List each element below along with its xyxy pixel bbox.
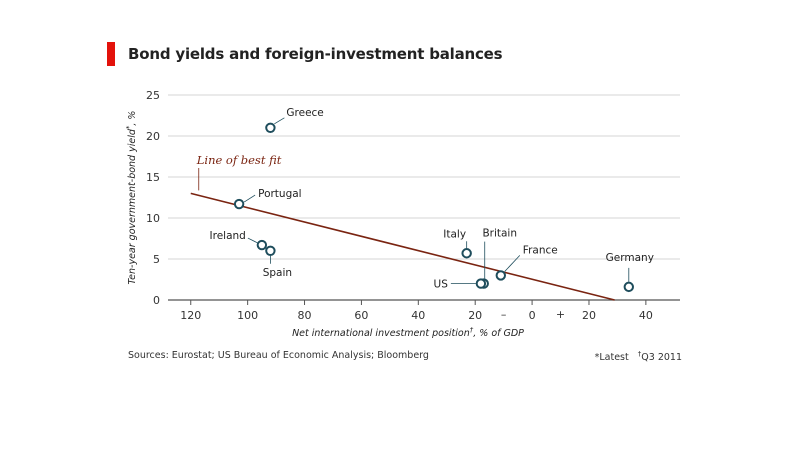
point-label-britain: Britain: [482, 228, 517, 240]
y-tick-label: 0: [153, 294, 160, 307]
x-tick-label: 120: [180, 309, 201, 322]
sign-marker: –: [501, 308, 507, 321]
gridlines: [168, 94, 680, 305]
point-label-spain: Spain: [263, 267, 292, 279]
y-tick-label: 15: [146, 171, 160, 184]
chart-title: Bond yields and foreign-investment balan…: [128, 45, 503, 63]
data-point-ireland: [256, 239, 268, 251]
best-fit-line: [190, 192, 615, 301]
sources-note: Sources: Eurostat; US Bureau of Economic…: [128, 350, 429, 361]
data-point-france: [495, 270, 506, 281]
x-tick-labels: 120 100 80 60 40 20 0 20 40 – +: [180, 308, 653, 322]
x-tick-label: 40: [639, 309, 653, 322]
y-tick-label: 20: [146, 130, 160, 143]
y-tick-label: 5: [153, 253, 160, 266]
best-fit-label: Line of best fit: [196, 153, 282, 167]
leader-line: [504, 255, 521, 272]
data-point-us: [475, 278, 487, 289]
data-point-germany: [623, 281, 634, 293]
y-tick-labels: 0 5 10 15 20 25: [146, 89, 160, 307]
point-labels: Greece Portugal Ireland Spain Italy Britain US…: [210, 107, 654, 291]
point-label-us: US: [434, 279, 449, 291]
footnotes: *Latest †Q3 2011: [595, 350, 682, 363]
leader-line: [247, 237, 259, 244]
leader-lines: [243, 117, 630, 285]
data-point-portugal: [233, 198, 245, 210]
leader-line: [274, 117, 285, 125]
data-point-italy: [461, 248, 472, 259]
x-tick-label: 100: [237, 309, 258, 322]
point-label-italy: Italy: [443, 228, 466, 240]
y-axis-title: Ten-year government-bond yield*, %: [125, 111, 138, 285]
point-label-greece: Greece: [286, 107, 323, 119]
x-tick-label: 0: [529, 309, 536, 322]
x-axis-title: Net international investment position†, …: [292, 326, 524, 339]
data-point-spain: [265, 245, 276, 257]
y-tick-label: 25: [146, 89, 160, 102]
sign-marker: +: [556, 308, 565, 321]
point-label-germany: Germany: [606, 252, 654, 264]
note-period: Q3 2011: [641, 352, 682, 364]
point-label-ireland: Ireland: [210, 230, 246, 242]
y-tick-label: 10: [146, 212, 160, 225]
note-latest: *Latest: [594, 352, 629, 364]
data-points: [233, 122, 634, 293]
title-accent-bar: [107, 42, 115, 66]
leader-line: [243, 194, 256, 203]
note-dagger: †: [637, 350, 642, 358]
best-fit-group: Line of best fit: [190, 153, 615, 301]
x-tick-label: 20: [582, 309, 596, 322]
point-label-portugal: Portugal: [258, 188, 302, 200]
x-tick-label: 80: [298, 309, 312, 322]
x-tick-label: 20: [468, 309, 482, 322]
point-label-france: France: [523, 244, 558, 256]
x-tick-label: 60: [354, 309, 368, 322]
data-point-greece: [265, 122, 276, 134]
x-tick-label: 40: [411, 309, 425, 322]
